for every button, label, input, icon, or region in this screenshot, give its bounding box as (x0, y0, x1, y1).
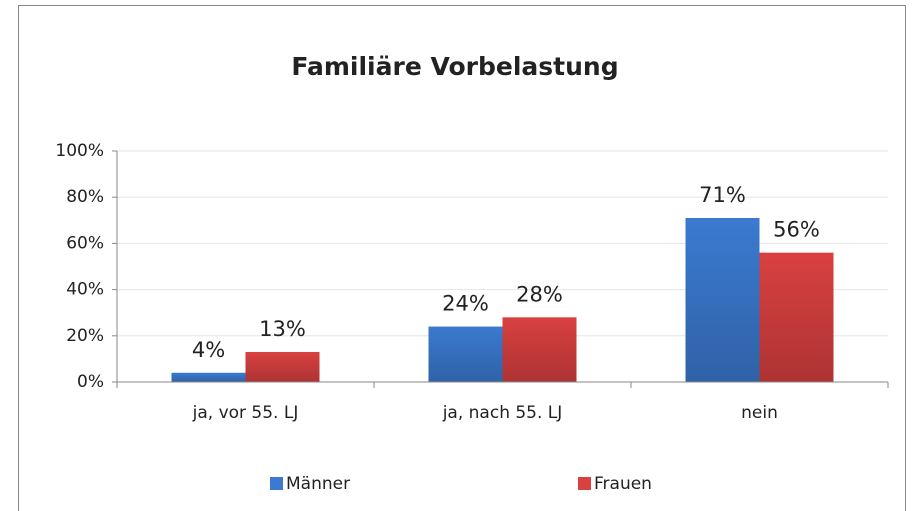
chart-title: Familiäre Vorbelastung (291, 52, 618, 81)
y-tick-label: 100% (55, 141, 104, 161)
legend-label: Männer (286, 474, 350, 494)
x-tick-label: ja, vor 55. LJ (192, 403, 299, 423)
bar-shade (502, 317, 577, 382)
y-tick-label: 0% (77, 372, 104, 392)
x-tick-label: nein (741, 403, 778, 423)
data-label: 13% (259, 317, 306, 341)
bar-shade (685, 217, 760, 382)
x-tick-label: ja, nach 55. LJ (442, 403, 563, 423)
y-tick-label: 20% (66, 326, 104, 346)
data-label: 4% (192, 338, 225, 362)
y-tick-label: 60% (66, 233, 104, 253)
bar-shade (171, 372, 246, 382)
legend-label: Frauen (594, 474, 652, 494)
y-tick-label: 80% (66, 187, 104, 207)
data-label: 24% (442, 292, 489, 316)
data-label: 56% (773, 218, 820, 242)
legend-swatch (270, 477, 283, 490)
data-label: 71% (699, 183, 746, 207)
y-tick-label: 40% (66, 280, 104, 300)
bar-shade (245, 351, 320, 382)
legend-swatch (578, 477, 591, 490)
bar-shade (428, 326, 503, 382)
data-label: 28% (516, 282, 563, 306)
bar-shade (759, 252, 834, 382)
